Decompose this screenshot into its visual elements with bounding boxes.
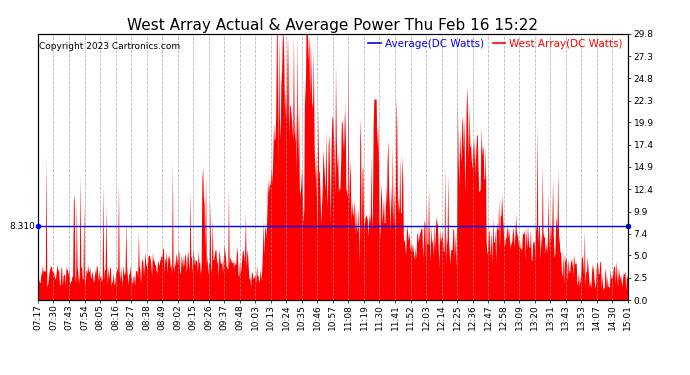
Title: West Array Actual & Average Power Thu Feb 16 15:22: West Array Actual & Average Power Thu Fe… [128, 18, 538, 33]
Text: Copyright 2023 Cartronics.com: Copyright 2023 Cartronics.com [39, 42, 180, 51]
Legend: Average(DC Watts), West Array(DC Watts): Average(DC Watts), West Array(DC Watts) [368, 39, 622, 49]
